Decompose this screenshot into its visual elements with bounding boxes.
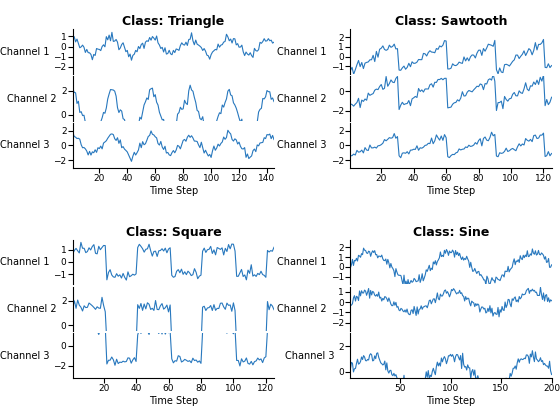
Title: Class: Triangle: Class: Triangle <box>122 15 225 28</box>
Y-axis label: Channel 3: Channel 3 <box>284 351 334 361</box>
Y-axis label: Channel 1: Channel 1 <box>0 257 49 267</box>
Y-axis label: Channel 3: Channel 3 <box>0 140 49 150</box>
Title: Class: Sine: Class: Sine <box>413 226 489 239</box>
Y-axis label: Channel 3: Channel 3 <box>277 140 327 150</box>
Title: Class: Sawtooth: Class: Sawtooth <box>395 15 507 28</box>
Y-axis label: Channel 3: Channel 3 <box>0 351 49 361</box>
Title: Class: Square: Class: Square <box>125 226 221 239</box>
Y-axis label: Channel 2: Channel 2 <box>7 94 57 104</box>
Y-axis label: Channel 2: Channel 2 <box>7 304 57 314</box>
Y-axis label: Channel 2: Channel 2 <box>277 304 326 314</box>
Y-axis label: Channel 1: Channel 1 <box>277 47 326 57</box>
X-axis label: Time Step: Time Step <box>426 186 475 196</box>
Y-axis label: Channel 1: Channel 1 <box>277 257 326 267</box>
X-axis label: Time Step: Time Step <box>149 186 198 196</box>
X-axis label: Time Step: Time Step <box>426 396 475 406</box>
Y-axis label: Channel 2: Channel 2 <box>277 94 327 104</box>
X-axis label: Time Step: Time Step <box>149 396 198 406</box>
Y-axis label: Channel 1: Channel 1 <box>0 47 49 57</box>
